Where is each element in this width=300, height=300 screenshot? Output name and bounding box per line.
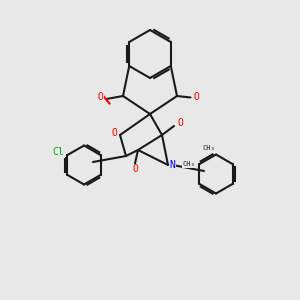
Text: O: O (132, 164, 138, 175)
Text: CH₃: CH₃ (202, 146, 215, 152)
Text: N: N (169, 160, 175, 170)
Text: CH₃: CH₃ (182, 161, 195, 167)
Text: O: O (177, 118, 183, 128)
Text: O: O (194, 92, 200, 103)
Text: O: O (111, 128, 117, 139)
Text: O: O (98, 92, 103, 103)
Text: Cl: Cl (52, 147, 64, 157)
